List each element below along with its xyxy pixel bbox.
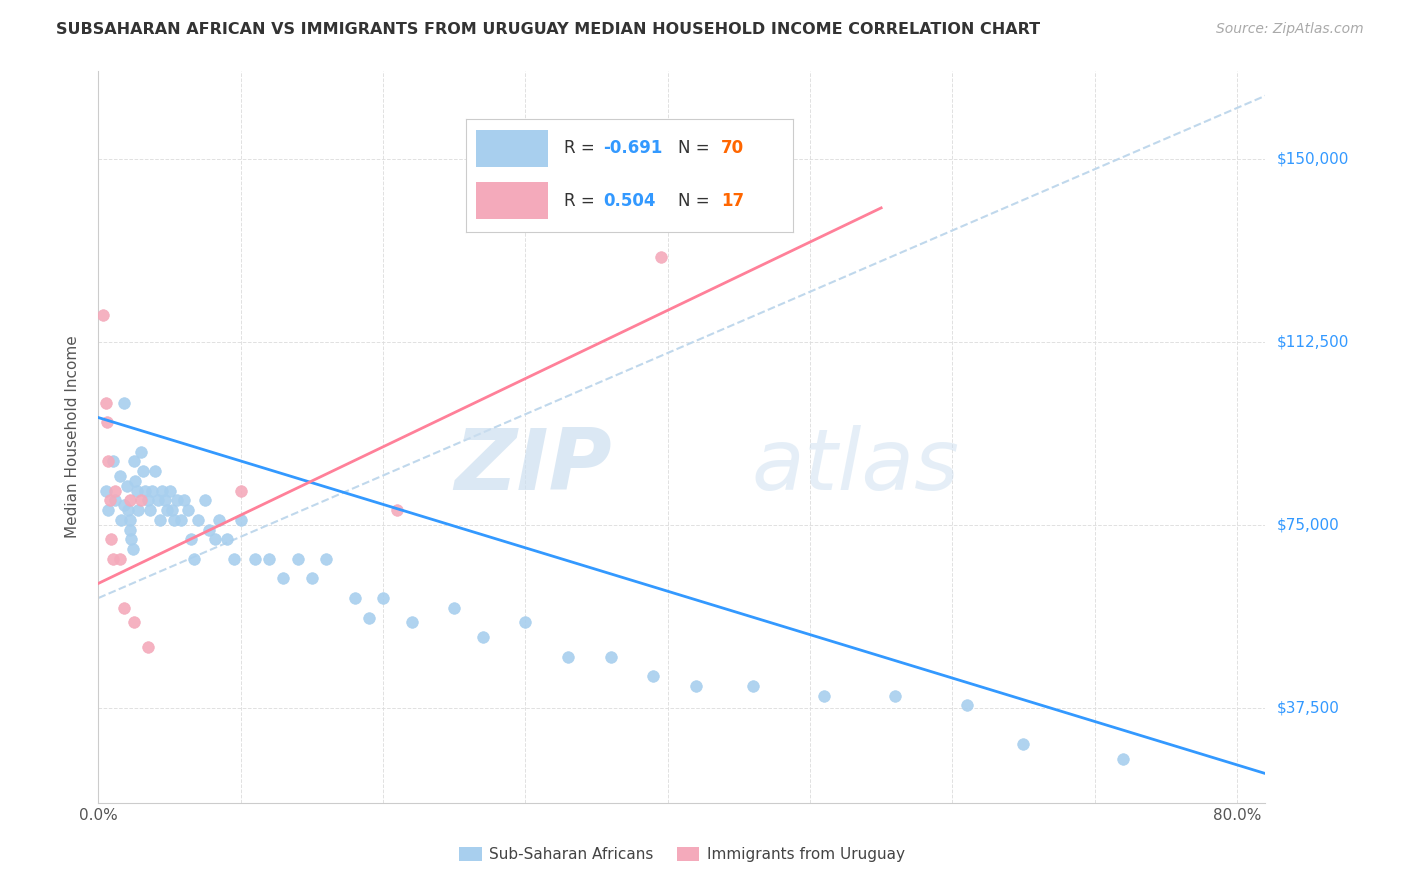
Text: $112,500: $112,500	[1277, 334, 1348, 350]
Point	[557, 649, 579, 664]
Point	[180, 533, 202, 547]
Point	[136, 640, 159, 654]
Point	[685, 679, 707, 693]
Point	[127, 503, 149, 517]
Y-axis label: Median Household Income: Median Household Income	[65, 335, 80, 539]
Point	[229, 513, 252, 527]
Point	[229, 483, 252, 498]
Point	[650, 250, 672, 264]
Point	[120, 533, 142, 547]
Point	[170, 513, 193, 527]
Point	[401, 615, 423, 630]
Point	[273, 572, 295, 586]
Point	[98, 493, 121, 508]
Point	[97, 454, 120, 468]
Point	[343, 591, 366, 605]
Point	[104, 493, 127, 508]
Point	[287, 552, 309, 566]
Point	[315, 552, 337, 566]
Point	[136, 493, 159, 508]
Point	[129, 493, 152, 508]
Point	[138, 503, 160, 517]
Point	[156, 503, 179, 517]
Point	[173, 493, 195, 508]
Point	[143, 464, 166, 478]
Point	[443, 600, 465, 615]
Point	[110, 513, 132, 527]
Point	[387, 503, 409, 517]
Text: $75,000: $75,000	[1277, 517, 1340, 533]
Point	[91, 308, 114, 322]
Point	[166, 493, 188, 508]
Point	[149, 513, 172, 527]
Point	[183, 552, 205, 566]
Point	[101, 454, 124, 468]
Point	[208, 513, 231, 527]
Point	[125, 483, 148, 498]
Point	[94, 396, 117, 410]
Point	[162, 503, 184, 517]
Point	[159, 483, 181, 498]
Point	[163, 513, 186, 527]
Point	[112, 396, 135, 410]
Point	[152, 483, 174, 498]
Point	[141, 483, 163, 498]
Point	[215, 533, 238, 547]
Point	[204, 533, 226, 547]
Point	[599, 649, 621, 664]
Point	[112, 600, 135, 615]
Text: $37,500: $37,500	[1277, 700, 1340, 715]
Point	[177, 503, 200, 517]
Point	[643, 669, 665, 683]
Point	[101, 552, 124, 566]
Point	[112, 499, 135, 513]
Point	[129, 444, 152, 458]
Point	[1112, 752, 1135, 766]
Point	[1012, 737, 1035, 751]
Point	[104, 483, 127, 498]
Point	[357, 610, 380, 624]
Point	[94, 483, 117, 498]
Point	[222, 552, 245, 566]
Point	[813, 689, 835, 703]
Point	[108, 469, 131, 483]
Point	[96, 416, 118, 430]
Point	[118, 493, 141, 508]
Point	[301, 572, 323, 586]
Point	[742, 679, 765, 693]
Point	[257, 552, 280, 566]
Point	[134, 483, 156, 498]
Point	[118, 513, 141, 527]
Point	[122, 615, 145, 630]
Text: ZIP: ZIP	[454, 425, 612, 508]
Point	[148, 493, 170, 508]
Point	[100, 533, 122, 547]
Point	[122, 454, 145, 468]
Point	[121, 542, 143, 557]
Point	[187, 513, 209, 527]
Point	[515, 615, 537, 630]
Text: SUBSAHARAN AFRICAN VS IMMIGRANTS FROM URUGUAY MEDIAN HOUSEHOLD INCOME CORRELATIO: SUBSAHARAN AFRICAN VS IMMIGRANTS FROM UR…	[56, 22, 1040, 37]
Point	[155, 493, 177, 508]
Point	[471, 630, 494, 644]
Text: atlas: atlas	[752, 425, 960, 508]
Point	[955, 698, 977, 713]
Point	[115, 479, 138, 493]
Point	[117, 503, 139, 517]
Point	[118, 523, 141, 537]
Point	[97, 503, 120, 517]
Point	[124, 474, 146, 488]
Point	[198, 523, 221, 537]
Text: $150,000: $150,000	[1277, 152, 1348, 167]
Point	[884, 689, 907, 703]
Legend: Sub-Saharan Africans, Immigrants from Uruguay: Sub-Saharan Africans, Immigrants from Ur…	[453, 841, 911, 868]
Point	[371, 591, 394, 605]
Point	[243, 552, 266, 566]
Text: Source: ZipAtlas.com: Source: ZipAtlas.com	[1216, 22, 1364, 37]
Point	[131, 464, 153, 478]
Point	[194, 493, 217, 508]
Point	[108, 552, 131, 566]
